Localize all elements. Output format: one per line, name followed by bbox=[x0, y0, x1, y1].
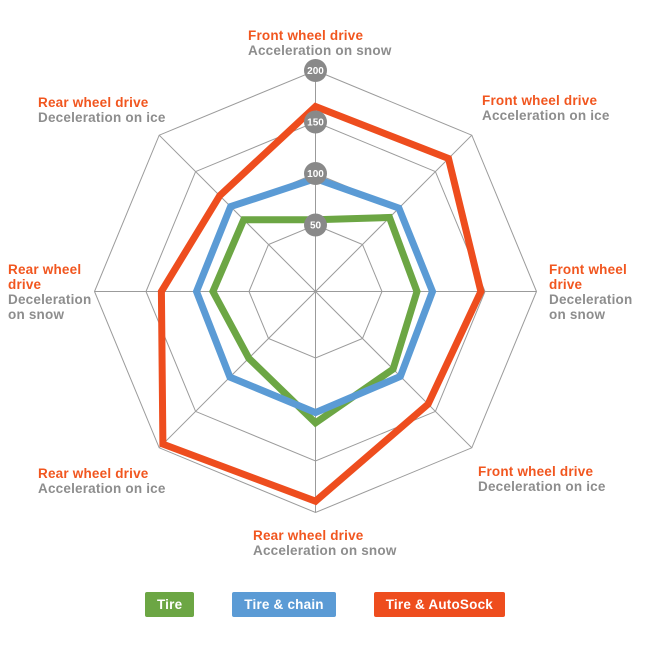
grid-spoke-5 bbox=[158, 291, 316, 449]
axis-label-subtitle: on snow bbox=[549, 307, 606, 322]
axis-label-subtitle: Deceleration bbox=[8, 292, 92, 307]
axis-label-left: Rear wheel drive Deceleration on snow bbox=[8, 262, 91, 322]
axis-label-title: Front wheel bbox=[549, 262, 627, 277]
legend-item-tire: Tire bbox=[144, 592, 195, 617]
radial-tick-badge-50 bbox=[304, 213, 327, 237]
axis-label-subtitle: Acceleration on snow bbox=[248, 43, 392, 58]
axis-label-subtitle: Acceleration on snow bbox=[253, 543, 397, 558]
axis-label-top: Front wheel drive Acceleration on snow bbox=[248, 28, 392, 58]
radial-tick-label-200: 200 bbox=[307, 66, 324, 77]
axis-label-top-right: Front wheel drive Acceleration on ice bbox=[482, 93, 610, 123]
radial-tick-label-150: 150 bbox=[307, 118, 324, 129]
axis-label-bottom-left: Rear wheel drive Acceleration on ice bbox=[38, 466, 166, 496]
legend-item-tire-chain: Tire & chain bbox=[232, 592, 336, 617]
grid-spoke-7 bbox=[158, 134, 316, 292]
axis-label-subtitle: Deceleration on ice bbox=[38, 110, 166, 125]
axis-label-title: Rear wheel drive bbox=[38, 466, 149, 481]
axis-label-title: Rear wheel drive bbox=[38, 95, 149, 110]
axis-label-title: drive bbox=[549, 277, 583, 292]
axis-label-right: Front wheel drive Deceleration on snow bbox=[549, 262, 632, 322]
axis-label-bottom: Rear wheel drive Acceleration on snow bbox=[253, 528, 397, 558]
radial-tick-badge-200 bbox=[304, 59, 327, 82]
axis-label-title: drive bbox=[8, 277, 42, 292]
axis-label-title: Rear wheel drive bbox=[253, 528, 364, 543]
radial-tick-badge-150 bbox=[304, 110, 327, 134]
axis-label-subtitle: Deceleration on ice bbox=[478, 479, 606, 494]
axis-label-subtitle: Acceleration on ice bbox=[38, 481, 166, 496]
axis-label-top-left: Rear wheel drive Deceleration on ice bbox=[38, 95, 166, 125]
radial-tick-label-100: 100 bbox=[307, 169, 324, 180]
axis-label-title: Front wheel drive bbox=[482, 93, 598, 108]
radial-tick-label-50: 50 bbox=[310, 221, 322, 232]
axis-label-title: Rear wheel bbox=[8, 262, 82, 277]
axis-label-title: Front wheel drive bbox=[478, 464, 594, 479]
series-polygon-tire-chain bbox=[192, 174, 437, 417]
series-polygon-tire-autosock bbox=[157, 102, 485, 506]
legend-item-tire-autosock: Tire & AutoSock bbox=[373, 592, 506, 617]
axis-label-title: Front wheel drive bbox=[248, 28, 364, 43]
radial-tick-badge-100 bbox=[304, 162, 327, 185]
axis-label-subtitle: Acceleration on ice bbox=[482, 108, 610, 123]
axis-label-subtitle: Deceleration bbox=[549, 292, 633, 307]
axis-label-bottom-right: Front wheel drive Deceleration on ice bbox=[478, 464, 606, 494]
series-polygon-tire bbox=[209, 213, 421, 428]
legend: Tire Tire & chain Tire & AutoSock bbox=[0, 592, 650, 617]
axis-label-subtitle: on snow bbox=[8, 307, 65, 322]
